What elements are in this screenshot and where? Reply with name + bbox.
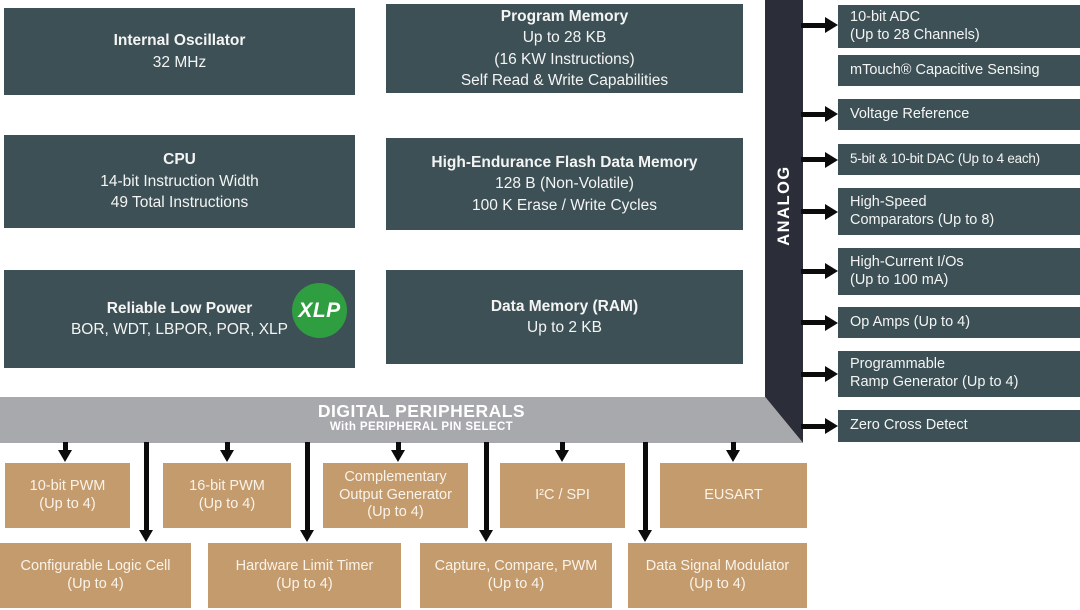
block-line: Self Read & Write Capabilities — [460, 71, 669, 89]
block-cpu: CPU 14-bit Instruction Width 49 Total In… — [4, 135, 355, 228]
digital-item-10bit-pwm: 10-bit PWM (Up to 4) — [5, 463, 130, 528]
block-program-memory: Program Memory Up to 28 KB (16 KW Instru… — [386, 4, 743, 93]
block-title: High-Endurance Flash Data Memory — [431, 153, 698, 171]
arrow-right-icon — [801, 418, 838, 434]
analog-label: ANALOG — [774, 164, 793, 246]
block-title: Internal Oscillator — [113, 32, 246, 50]
digital-item-16bit-pwm: 16-bit PWM (Up to 4) — [163, 463, 291, 528]
analog-item-comparators: High-Speed Comparators (Up to 8) — [838, 188, 1080, 235]
arrow-right-icon — [801, 151, 838, 168]
digital-peripherals-bar: DIGITAL PERIPHERALS With PERIPHERAL PIN … — [0, 397, 803, 443]
arrow-right-icon — [801, 203, 838, 220]
block-data-memory-ram: Data Memory (RAM) Up to 2 KB — [386, 270, 743, 364]
digital-subtitle: With PERIPHERAL PIN SELECT — [329, 421, 514, 434]
block-flash-data-memory: High-Endurance Flash Data Memory 128 B (… — [386, 138, 743, 230]
block-line: 14-bit Instruction Width — [100, 172, 259, 190]
block-line: 49 Total Instructions — [110, 194, 249, 212]
arrow-right-icon — [801, 263, 838, 279]
digital-item-eusart: EUSART — [660, 463, 807, 528]
block-internal-oscillator: Internal Oscillator 32 MHz — [4, 8, 355, 95]
digital-item-hardware-limit-timer: Hardware Limit Timer (Up to 4) — [208, 543, 401, 608]
arrow-down-icon — [637, 442, 652, 542]
block-title: Reliable Low Power — [106, 299, 253, 317]
analog-item-op-amps: Op Amps (Up to 4) — [838, 307, 1080, 338]
analog-item-adc: 10-bit ADC (Up to 28 Channels) — [838, 5, 1080, 48]
digital-item-capture-compare-pwm: Capture, Compare, PWM (Up to 4) — [420, 543, 612, 608]
arrow-right-icon — [801, 106, 838, 122]
block-line: 32 MHz — [152, 53, 207, 71]
arrow-right-icon — [801, 17, 838, 33]
arrow-down-icon — [299, 442, 314, 542]
digital-item-configurable-logic-cell: Configurable Logic Cell (Up to 4) — [0, 543, 191, 608]
block-line: Up to 28 KB — [522, 29, 607, 47]
analog-item-mtouch: mTouch® Capacitive Sensing — [838, 55, 1080, 86]
xlp-logo-text: XLP — [298, 298, 341, 322]
analog-item-dac: 5-bit & 10-bit DAC (Up to 4 each) — [838, 144, 1080, 175]
arrow-down-icon — [554, 442, 569, 462]
block-line: 128 B (Non-Volatile) — [495, 175, 634, 193]
block-title: Data Memory (RAM) — [490, 297, 639, 315]
block-line: 100 K Erase / Write Cycles — [472, 196, 657, 214]
analog-item-voltage-reference: Voltage Reference — [838, 99, 1080, 130]
arrow-down-icon — [219, 442, 234, 462]
analog-item-zero-cross: Zero Cross Detect — [838, 410, 1080, 442]
xlp-logo: XLP — [292, 283, 347, 338]
digital-item-data-signal-modulator: Data Signal Modulator (Up to 4) — [628, 543, 807, 608]
arrow-right-icon — [801, 366, 838, 382]
analog-item-ramp-generator: Programmable Ramp Generator (Up to 4) — [838, 351, 1080, 397]
arrow-down-icon — [57, 442, 72, 462]
block-title: Program Memory — [500, 7, 629, 25]
arrow-down-icon — [138, 442, 153, 542]
digital-title: DIGITAL PERIPHERALS — [317, 401, 526, 421]
arrow-down-icon — [478, 442, 493, 542]
arrow-down-icon — [725, 442, 740, 462]
arrow-right-icon — [801, 314, 838, 331]
block-line: (16 KW Instructions) — [494, 50, 635, 68]
block-line: Up to 2 KB — [527, 319, 602, 336]
analog-item-high-current-io: High-Current I/Os (Up to 100 mA) — [838, 248, 1080, 295]
block-line: BOR, WDT, LBPOR, POR, XLP — [70, 321, 289, 338]
digital-item-complementary-output-generator: Complementary Output Generator (Up to 4) — [323, 463, 468, 528]
analog-bar: ANALOG — [765, 0, 803, 443]
block-title: CPU — [163, 151, 196, 169]
digital-item-i2c-spi: I²C / SPI — [500, 463, 625, 528]
arrow-down-icon — [390, 442, 405, 462]
